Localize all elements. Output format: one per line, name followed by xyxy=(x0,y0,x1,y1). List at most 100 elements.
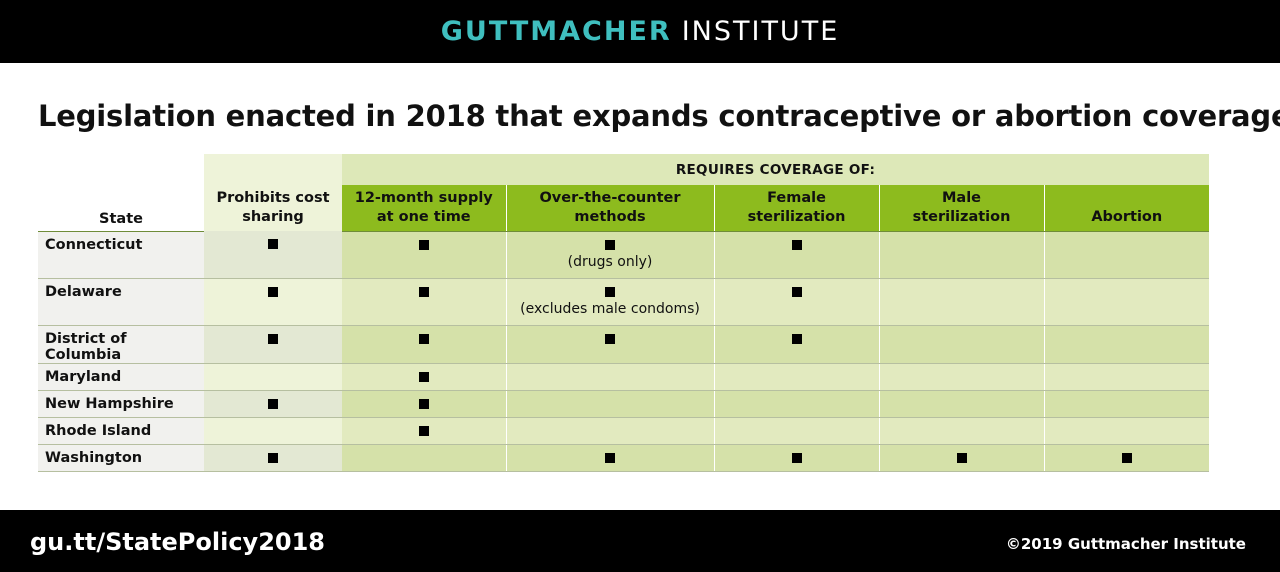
table-cell: (drugs only) xyxy=(505,231,714,279)
cell-note: (drugs only) xyxy=(567,253,653,270)
header-male-sterilization: Male sterilization xyxy=(878,185,1044,232)
table-cell xyxy=(505,390,714,418)
table-cell xyxy=(1043,444,1210,472)
header-prohibits-cost-sharing: Prohibits cost sharing xyxy=(204,154,342,231)
table-cell xyxy=(204,390,342,418)
page-title: Legislation enacted in 2018 that expands… xyxy=(38,99,1280,133)
header-otc-line1: Over-the-counter xyxy=(539,189,681,206)
table-cell xyxy=(342,417,506,445)
table-cell xyxy=(713,325,879,364)
table-cell xyxy=(342,363,506,391)
table-cell xyxy=(713,390,879,418)
table-cell xyxy=(1043,325,1210,364)
header-female-line1: Female xyxy=(767,189,826,206)
table-cell xyxy=(505,325,714,364)
check-square-icon xyxy=(605,239,615,250)
header-requires-coverage: REQUIRES COVERAGE OF: xyxy=(342,154,1210,185)
table-cell xyxy=(342,278,506,326)
table-cell xyxy=(1043,278,1210,326)
check-square-icon xyxy=(1121,452,1132,463)
table-row: District of Columbia xyxy=(38,325,1210,364)
table-cell xyxy=(878,390,1044,418)
table-cell xyxy=(713,444,879,472)
table-cell xyxy=(878,325,1044,364)
check-square-icon xyxy=(791,333,802,344)
table-cell xyxy=(204,417,342,445)
table-cell xyxy=(713,363,879,391)
check-square-icon xyxy=(605,452,615,463)
table-cell xyxy=(713,231,879,279)
check-square-icon xyxy=(956,452,967,463)
check-square-icon xyxy=(418,286,429,297)
check-square-icon xyxy=(418,239,429,250)
check-square-icon xyxy=(418,371,429,382)
check-square-icon xyxy=(268,398,278,409)
header-male-line1: Male xyxy=(941,189,982,206)
header-12-month-line2: at one time xyxy=(376,208,471,225)
table-cell xyxy=(204,363,342,391)
check-square-icon xyxy=(605,286,615,297)
table-cell xyxy=(505,417,714,445)
table-row: Delaware (excludes male condoms) xyxy=(38,278,1210,326)
table-row: New Hampshire xyxy=(38,390,1210,418)
state-name: Maryland xyxy=(38,363,204,391)
header-female-line2: sterilization xyxy=(747,208,846,225)
table-body: Connecticut (drugs only) Delaware (excludes… xyxy=(38,231,1210,472)
brand-logo: GUTTMACHER INSTITUTE xyxy=(441,16,840,47)
check-square-icon xyxy=(605,333,615,344)
check-square-icon xyxy=(418,398,429,409)
table-cell xyxy=(713,278,879,326)
brand-bold-text: GUTTMACHER xyxy=(440,16,672,47)
table-cell xyxy=(878,231,1044,279)
table-cell xyxy=(204,231,342,279)
header-cost-line2: sharing xyxy=(242,209,304,225)
table-cell xyxy=(342,390,506,418)
header-male-line2: sterilization xyxy=(912,208,1011,225)
header-12-month-line1: 12-month supply xyxy=(354,189,493,206)
table-cell xyxy=(1043,363,1210,391)
table-cell xyxy=(342,231,506,279)
brand-light-text: INSTITUTE xyxy=(681,16,840,47)
footer-bar: gu.tt/StatePolicy2018 ©2019 Guttmacher I… xyxy=(0,510,1280,572)
table-cell xyxy=(342,444,506,472)
check-square-icon xyxy=(268,286,278,297)
table-cell xyxy=(505,444,714,472)
table-cell xyxy=(713,417,879,445)
footer-url[interactable]: gu.tt/StatePolicy2018 xyxy=(30,528,325,556)
table-cell xyxy=(878,417,1044,445)
table-cell xyxy=(1043,390,1210,418)
table-row: Washington xyxy=(38,444,1210,472)
table-row: Connecticut (drugs only) xyxy=(38,231,1210,279)
check-square-icon xyxy=(791,286,802,297)
top-banner: GUTTMACHER INSTITUTE xyxy=(0,0,1280,63)
header-abortion-line1: Abortion xyxy=(1091,208,1163,225)
state-name: Connecticut xyxy=(38,231,204,279)
table-cell xyxy=(878,444,1044,472)
state-name: Washington xyxy=(38,444,204,472)
check-square-icon xyxy=(268,239,278,249)
table-cell xyxy=(1043,231,1210,279)
check-square-icon xyxy=(791,452,802,463)
cell-note: (excludes male condoms) xyxy=(520,300,700,317)
table-cell xyxy=(878,363,1044,391)
header-cost-line1: Prohibits cost xyxy=(216,190,330,206)
footer-copyright: ©2019 Guttmacher Institute xyxy=(1005,535,1246,553)
header-abortion: Abortion xyxy=(1043,185,1210,232)
check-square-icon xyxy=(418,425,429,436)
state-name: District of Columbia xyxy=(38,325,204,364)
table-cell xyxy=(505,363,714,391)
header-otc-methods: Over-the-counter methods xyxy=(505,185,714,232)
table-cell xyxy=(204,444,342,472)
state-name: New Hampshire xyxy=(38,390,204,418)
check-square-icon xyxy=(791,239,802,250)
table-row: Maryland xyxy=(38,363,1210,391)
check-square-icon xyxy=(268,452,278,463)
table-cell xyxy=(1043,417,1210,445)
header-state: State xyxy=(38,154,204,232)
header-12-month-supply: 12-month supply at one time xyxy=(342,185,506,232)
check-square-icon xyxy=(268,333,278,344)
check-square-icon xyxy=(418,333,429,344)
coverage-table: State Prohibits cost sharing REQUIRES CO… xyxy=(38,154,1210,472)
table-cell xyxy=(204,325,342,364)
state-name: Rhode Island xyxy=(38,417,204,445)
